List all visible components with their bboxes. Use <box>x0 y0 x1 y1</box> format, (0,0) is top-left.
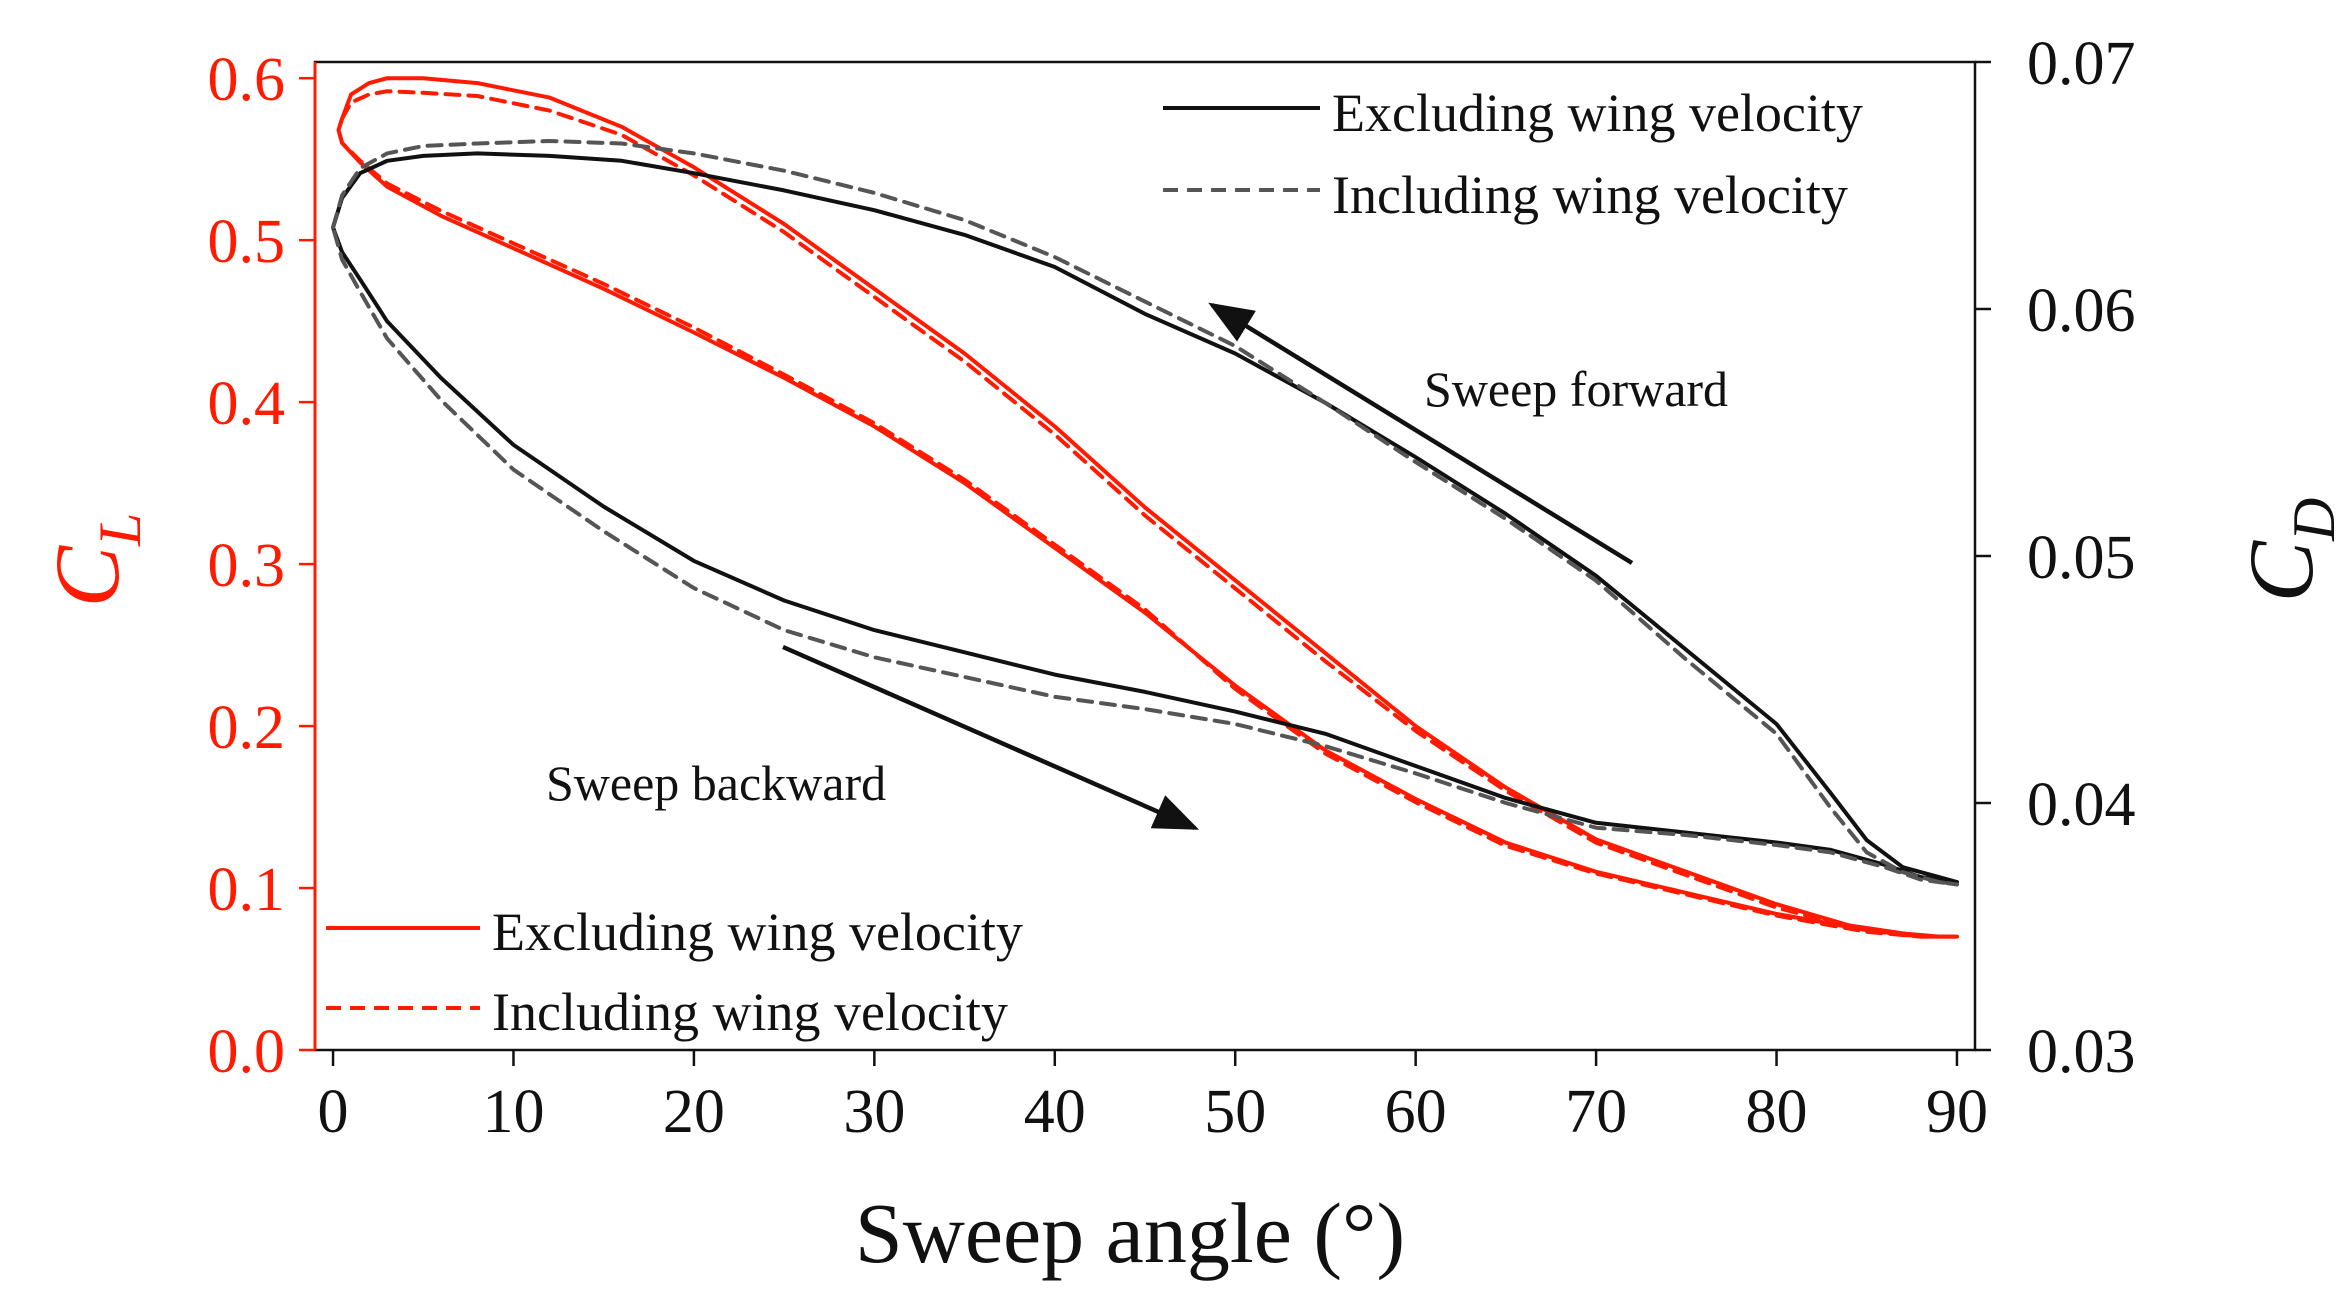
legend-left: Excluding wing velocity Including wing v… <box>326 902 1023 1042</box>
sweep-forward-label: Sweep forward <box>1424 361 1728 417</box>
sweep-backward-label: Sweep backward <box>546 755 886 811</box>
series-line-cl-dashed <box>336 89 1959 939</box>
x-tick-label: 60 <box>1385 1078 1447 1146</box>
x-tick-label: 10 <box>482 1078 544 1146</box>
left-y-tick-label: 0.3 <box>208 532 286 600</box>
series-line-cd-dashed <box>331 139 1959 887</box>
svg-text:CD: CD <box>2230 498 2336 603</box>
sweep-forward-arrow <box>1208 302 1634 565</box>
left-y-tick-label: 0.1 <box>208 856 286 924</box>
x-axis-ticks: 0 10 20 30 40 50 60 70 80 90 <box>318 1050 1988 1146</box>
left-y-tick-label: 0.2 <box>208 694 286 762</box>
right-y-axis-title-main: C <box>2230 539 2332 602</box>
sweep-backward-arrow <box>782 644 1200 831</box>
x-tick-label: 0 <box>318 1078 349 1146</box>
right-y-tick-label: 0.04 <box>2027 771 2136 839</box>
legend-right-excluding-label: Excluding wing velocity <box>1332 83 1863 143</box>
right-y-tick-label: 0.06 <box>2027 277 2136 345</box>
legend-right: Excluding wing velocity Including wing v… <box>1163 83 1863 225</box>
x-tick-label: 30 <box>843 1078 905 1146</box>
x-tick-label: 70 <box>1565 1078 1627 1146</box>
legend-right-including-label: Including wing velocity <box>1332 165 1848 225</box>
right-y-axis-ticks: 0.03 0.04 0.05 0.06 0.07 <box>1975 30 2136 1086</box>
right-y-tick-label: 0.03 <box>2027 1018 2136 1086</box>
right-y-axis-title: CD <box>2230 498 2336 603</box>
legend-left-including-label: Including wing velocity <box>492 982 1008 1042</box>
left-y-axis-title-main: C <box>36 544 138 607</box>
x-tick-label: 90 <box>1926 1078 1988 1146</box>
right-y-axis-title-sub: D <box>2281 498 2336 542</box>
x-tick-label: 40 <box>1024 1078 1086 1146</box>
left-y-tick-label: 0.5 <box>208 208 286 276</box>
left-y-axis-ticks: 0.0 0.1 0.2 0.3 0.4 0.5 0.6 <box>208 46 315 1086</box>
svg-text:CL: CL <box>36 513 153 608</box>
left-y-axis-title: CL <box>36 513 153 608</box>
left-y-axis-title-sub: L <box>87 513 153 547</box>
x-tick-label: 80 <box>1746 1078 1808 1146</box>
series-layer <box>331 76 1959 939</box>
series-line-cd-solid <box>331 151 1959 884</box>
left-y-tick-label: 0.0 <box>208 1018 286 1086</box>
right-y-tick-label: 0.07 <box>2027 30 2136 98</box>
right-y-tick-label: 0.05 <box>2027 524 2136 592</box>
x-tick-label: 20 <box>663 1078 725 1146</box>
left-y-tick-label: 0.6 <box>208 46 286 114</box>
left-y-tick-label: 0.4 <box>208 370 286 438</box>
x-axis-title: Sweep angle (°) <box>855 1185 1405 1281</box>
legend-left-excluding-label: Excluding wing velocity <box>492 902 1023 962</box>
x-tick-label: 50 <box>1204 1078 1266 1146</box>
